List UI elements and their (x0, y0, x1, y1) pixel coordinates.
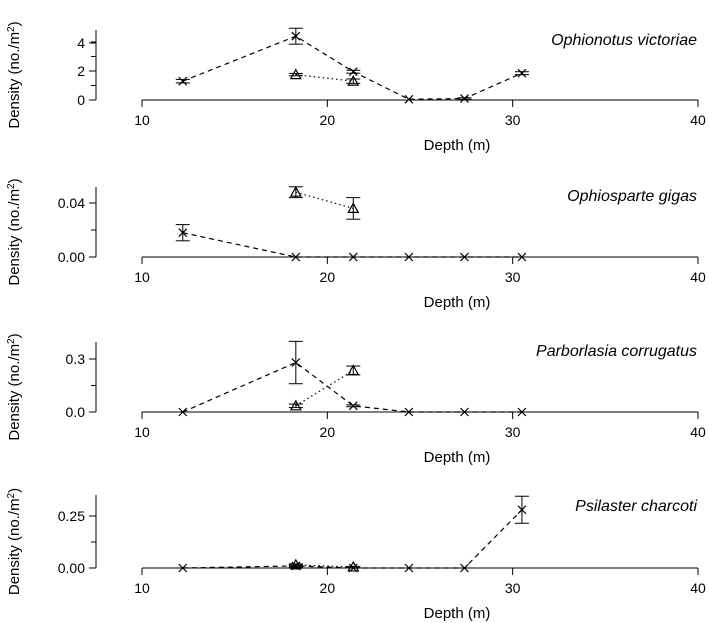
y-tick-label: 2 (77, 63, 85, 79)
panel-2: 10 20 30 40 Depth (m) 0.00 0.04 Density (no./m2… (6, 178, 706, 311)
panel-1: 10 20 30 40 Depth (m) 0 2 4 Density (no./m2) Ophi… (6, 21, 706, 154)
y-axis-label: Density (no./m2) (6, 488, 24, 595)
panel-title: Ophionotus victoriae (551, 32, 697, 49)
x-axis-label: Depth (m) (424, 605, 491, 622)
x-tick-label: 10 (134, 269, 150, 285)
y-tick-label: 0.0 (66, 404, 86, 420)
series-2-triangle (288, 68, 361, 86)
data-point (348, 401, 358, 411)
series-1-x (178, 495, 529, 573)
x-axis-label: Depth (m) (424, 449, 491, 466)
series-1-x (175, 224, 527, 262)
data-point (289, 68, 302, 80)
x-tick-label: 30 (505, 112, 521, 128)
x-axis-label: Depth (m) (424, 137, 491, 154)
data-point (347, 364, 360, 376)
panel-title: Ophiosparte gigas (567, 188, 697, 205)
data-point (289, 558, 302, 570)
data-point (460, 94, 469, 103)
x-tick-label: 40 (690, 112, 706, 128)
data-point (348, 252, 358, 262)
series-line (295, 564, 354, 568)
data-point (347, 560, 360, 572)
data-point (460, 563, 469, 573)
series-2-triangle (288, 558, 361, 572)
panel-3: 10 20 30 40 Depth (m) 0.0 0.3 Density (no./m2) P… (6, 333, 706, 466)
x-tick-label: 10 (134, 580, 150, 596)
series-1-x (175, 27, 529, 104)
series-2-triangle (288, 185, 361, 220)
x-tick-label: 20 (320, 580, 336, 596)
series-line (295, 369, 354, 407)
x-tick-label: 30 (505, 424, 521, 440)
data-point (347, 202, 360, 213)
data-point (460, 407, 469, 417)
y-tick-label: 0.04 (58, 195, 85, 211)
data-point (291, 358, 301, 367)
data-point (291, 31, 301, 41)
x-tick-label: 10 (134, 112, 150, 128)
data-point (291, 252, 301, 262)
series-line (182, 232, 522, 258)
data-point (517, 407, 527, 417)
data-point (460, 252, 469, 262)
data-point (178, 563, 188, 573)
panel-title: Psilaster charcoti (575, 498, 697, 515)
series-1-x (178, 340, 527, 417)
data-point (517, 252, 527, 262)
series-line (182, 35, 523, 100)
x-axis-label: Depth (m) (424, 294, 491, 311)
y-tick-label: 0.00 (58, 249, 85, 265)
x-tick-label: 30 (505, 580, 521, 596)
data-point (517, 68, 527, 78)
x-tick-label: 20 (320, 112, 336, 128)
x-tick-label: 40 (690, 424, 706, 440)
y-tick-label: 0.25 (58, 508, 85, 524)
y-tick-label: 0.00 (58, 560, 85, 576)
y-tick-label: 0 (77, 92, 85, 108)
data-point (404, 407, 414, 417)
y-axis-label: Density (no./m2) (6, 333, 24, 440)
data-point (347, 74, 360, 86)
y-tick-label: 4 (77, 35, 85, 51)
data-point (178, 407, 188, 417)
data-point (289, 399, 302, 411)
data-point (348, 67, 358, 77)
panel-4: 10 20 30 40 Depth (m) 0.00 0.25 Density (no./m2… (6, 488, 706, 622)
series-line (295, 191, 354, 209)
data-point (178, 228, 188, 238)
x-tick-label: 40 (690, 269, 706, 285)
x-tick-label: 20 (320, 424, 336, 440)
series-line (182, 509, 523, 569)
x-tick-label: 10 (134, 424, 150, 440)
data-point (404, 252, 414, 262)
x-tick-label: 20 (320, 269, 336, 285)
y-tick-label: 0.3 (66, 351, 86, 367)
y-axis-label: Density (no./m2) (6, 21, 24, 128)
series-line (295, 74, 354, 82)
y-axis-label: Density (no./m2) (6, 178, 24, 285)
panel-title: Parborlasia corrugatus (536, 343, 697, 360)
x-tick-label: 30 (505, 269, 521, 285)
series-2-triangle (288, 364, 361, 411)
data-point (404, 94, 414, 104)
data-point (178, 76, 188, 86)
series-line (182, 361, 522, 413)
data-point (289, 185, 302, 197)
x-tick-label: 40 (690, 580, 706, 596)
data-point (517, 505, 527, 515)
data-point (404, 563, 414, 573)
